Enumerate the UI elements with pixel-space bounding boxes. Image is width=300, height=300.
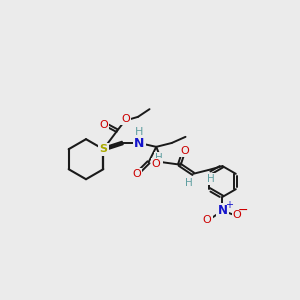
Text: H: H (155, 153, 162, 163)
Text: O: O (180, 146, 189, 156)
Text: S: S (99, 144, 107, 154)
Text: O: O (203, 215, 212, 225)
Text: O: O (133, 169, 141, 179)
Text: N: N (218, 204, 227, 217)
Text: O: O (233, 210, 242, 220)
Text: H: H (185, 178, 193, 188)
Text: N: N (134, 136, 145, 149)
Text: +: + (225, 200, 232, 210)
Text: H: H (135, 127, 143, 137)
Text: O: O (121, 114, 130, 124)
Text: H: H (207, 174, 215, 184)
Text: −: − (237, 204, 248, 217)
Text: O: O (99, 119, 108, 130)
Text: O: O (152, 159, 161, 169)
